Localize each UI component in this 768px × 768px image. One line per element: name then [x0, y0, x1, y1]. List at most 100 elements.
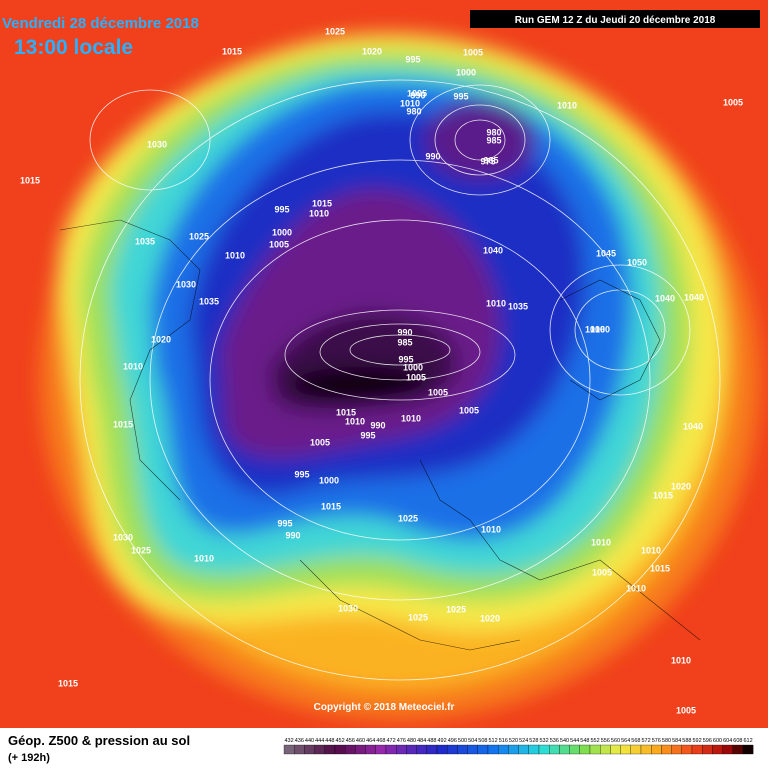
legend-label: 576 [652, 738, 661, 744]
legend-swatch [691, 744, 703, 755]
legend-swatch [589, 744, 601, 755]
legend-swatch [416, 744, 427, 755]
legend-label: 568 [631, 738, 640, 744]
legend-swatch [712, 744, 723, 755]
isobar-label: 1015 [312, 198, 332, 208]
legend-label: 520 [509, 738, 518, 744]
legend-swatch [651, 744, 662, 755]
legend-swatch [487, 744, 499, 755]
legend-label: 496 [448, 738, 457, 744]
legend-swatch [406, 744, 417, 755]
legend-swatch [498, 744, 509, 755]
legend-label: 516 [499, 738, 508, 744]
isobar-label: 1000 [403, 362, 423, 372]
isobar-label: 1020 [480, 613, 500, 623]
legend-label: 436 [295, 738, 304, 744]
isobar-label: 1015 [113, 419, 133, 429]
legend-label: 492 [438, 738, 447, 744]
legend-label: 608 [733, 738, 742, 744]
isobar-label: 1010 [123, 361, 143, 371]
isobar-label: 1010 [641, 545, 661, 555]
isobar-label: 1000 [272, 227, 292, 237]
isobar-label: 1015 [20, 175, 40, 185]
legend-label: 508 [478, 738, 487, 744]
legend-swatch [365, 744, 376, 755]
legend-swatch [324, 744, 336, 755]
legend-swatch [681, 744, 693, 755]
isobar-label: 1005 [459, 405, 479, 415]
legend-swatch [457, 744, 468, 755]
isobar-label: 1000 [456, 67, 476, 77]
legend-swatch [385, 744, 397, 755]
legend-swatch [732, 744, 744, 755]
legend-label: 528 [529, 738, 538, 744]
legend-label: 468 [376, 738, 385, 744]
isobar-label: 1020 [151, 334, 171, 344]
isobar-label: 1010 [481, 524, 501, 534]
isobar-label: 1025 [189, 231, 209, 241]
legend-label: 600 [713, 738, 722, 744]
isobar-label: 990 [397, 327, 412, 337]
legend-swatch [559, 744, 570, 755]
legend-swatch [549, 744, 560, 755]
legend-label: 584 [672, 738, 681, 744]
legend-swatch [722, 744, 733, 755]
isobar-label: 1005 [406, 372, 426, 382]
copyright: Copyright © 2018 Meteociel.fr [314, 702, 455, 713]
legend-label: 484 [417, 738, 426, 744]
legend-label: 540 [560, 738, 569, 744]
legend-swatch [447, 744, 458, 755]
isobar-label: 1005 [723, 97, 743, 107]
run-box [470, 10, 760, 28]
legend-label: 596 [703, 738, 712, 744]
isobar-label: 1005 [463, 47, 483, 57]
isobar-label: 1030 [113, 532, 133, 542]
legend-swatch [508, 744, 519, 755]
isobar-label: 995 [360, 430, 375, 440]
legend-swatch [569, 744, 580, 755]
isobar-label: 1010 [194, 553, 214, 563]
legend-label: 512 [489, 738, 498, 744]
isobar-label: 1015 [650, 563, 670, 573]
legend-label: 460 [356, 738, 365, 744]
isobar-label: 1010 [557, 100, 577, 110]
legend-swatch [294, 744, 305, 755]
isobar-label: 1030 [176, 279, 196, 289]
isobar-label: 1030 [338, 603, 358, 613]
legend-label: 536 [550, 738, 559, 744]
isobar-label: 1050 [627, 257, 647, 267]
legend-swatch [538, 744, 550, 755]
isobar-label: 1015 [336, 407, 356, 417]
isobar-label: 1010 [585, 324, 605, 334]
legend-swatch [467, 744, 478, 755]
isobar-label: 1010 [591, 537, 611, 547]
isobar-label: 1005 [428, 387, 448, 397]
isobar-label: 1025 [325, 26, 345, 36]
isobar-label: 1005 [676, 705, 696, 715]
legend-swatch [355, 744, 366, 755]
isobar-label: 1015 [321, 501, 341, 511]
isobar-label: 985 [486, 135, 501, 145]
run-info: Run GEM 12 Z du Jeudi 20 décembre 2018 [515, 15, 716, 26]
legend-swatch [640, 744, 652, 755]
isobar-label: 995 [274, 204, 289, 214]
isobar-label: 1035 [199, 296, 219, 306]
isobar-label: 1015 [58, 678, 78, 688]
legend-label: 480 [407, 738, 416, 744]
isobar-label: 995 [405, 54, 420, 64]
isobar-label: 1010 [309, 208, 329, 218]
legend-label: 556 [601, 738, 610, 744]
isobar-label: 1060 [590, 324, 610, 334]
isobar-label: 1040 [483, 245, 503, 255]
legend-swatch [630, 744, 642, 755]
isobar-label: 1015 [653, 490, 673, 500]
legend-label: 560 [611, 738, 620, 744]
isobar-label: 985 [397, 337, 412, 347]
legend-swatch [304, 744, 315, 755]
legend-swatch [661, 744, 672, 755]
time: 13:00 locale [14, 36, 133, 59]
legend-label: 488 [427, 738, 436, 744]
legend-swatch [477, 744, 489, 755]
isobar-label: 1005 [269, 239, 289, 249]
